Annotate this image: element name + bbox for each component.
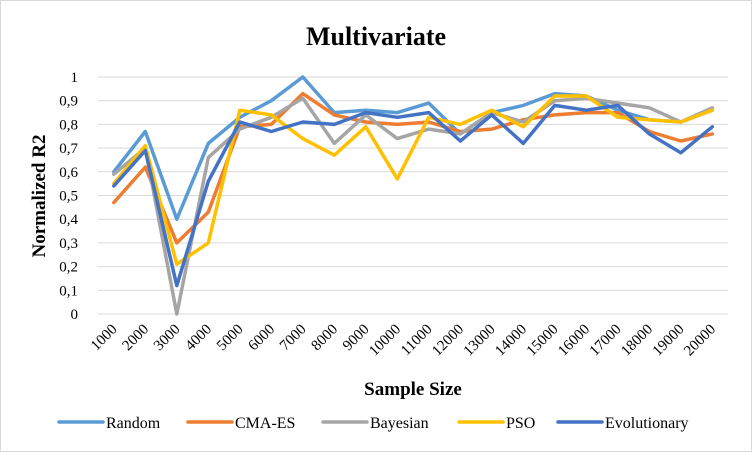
x-tick-label: 15000 bbox=[524, 322, 562, 360]
x-axis-title: Sample Size bbox=[364, 379, 462, 400]
x-tick-label: 5000 bbox=[214, 322, 247, 355]
legend: Random CMA-ES Bayesian PSO Evolutionary bbox=[57, 415, 689, 432]
legend-label-pso: PSO bbox=[506, 415, 535, 432]
y-tick-label: 0,3 bbox=[59, 236, 78, 252]
x-tick-label: 11000 bbox=[398, 322, 435, 359]
x-tick-label: 20000 bbox=[681, 322, 719, 360]
y-tick-label: 0,9 bbox=[59, 94, 78, 110]
x-tick-label: 19000 bbox=[650, 322, 688, 360]
chart-title: Multivariate bbox=[306, 22, 446, 51]
legend-label-random: Random bbox=[106, 415, 161, 432]
x-tick-label: 18000 bbox=[618, 322, 656, 360]
y-tick-label: 0 bbox=[71, 307, 79, 323]
y-tick-label: 0,8 bbox=[59, 117, 78, 133]
y-tick-label: 1 bbox=[71, 70, 79, 86]
y-axis-ticks: 0 0,1 0,2 0,3 0,4 0,5 0,6 0,7 0,8 0,9 1 bbox=[59, 70, 78, 323]
x-tick-label: 14000 bbox=[492, 322, 530, 360]
y-tick-label: 0,2 bbox=[59, 260, 78, 276]
y-tick-label: 0,6 bbox=[59, 165, 78, 181]
y-tick-label: 0,7 bbox=[59, 141, 78, 157]
x-tick-label: 3000 bbox=[151, 322, 184, 355]
x-tick-label: 12000 bbox=[429, 322, 467, 360]
x-tick-label: 4000 bbox=[183, 322, 216, 355]
x-tick-label: 7000 bbox=[277, 322, 310, 355]
y-tick-label: 0,1 bbox=[59, 283, 78, 299]
x-tick-label: 10000 bbox=[366, 322, 404, 360]
series-lines bbox=[112, 75, 715, 316]
series-line-pso bbox=[112, 94, 715, 266]
x-tick-label: 8000 bbox=[309, 322, 342, 355]
x-axis-ticks: 1000200030004000500060007000800090001000… bbox=[88, 322, 719, 360]
x-tick-label: 17000 bbox=[587, 322, 625, 360]
series-line-bayesian bbox=[112, 96, 715, 316]
x-tick-label: 1000 bbox=[88, 322, 121, 355]
legend-label-bayesian: Bayesian bbox=[370, 415, 429, 432]
y-axis-title: Normalized R2 bbox=[29, 135, 50, 258]
gridlines bbox=[98, 76, 728, 315]
x-tick-label: 2000 bbox=[120, 322, 153, 355]
series-line-evolutionary bbox=[112, 103, 715, 288]
y-tick-label: 0,4 bbox=[59, 212, 78, 228]
x-tick-label: 6000 bbox=[246, 322, 279, 355]
x-tick-label: 13000 bbox=[461, 322, 499, 360]
x-tick-label: 16000 bbox=[555, 322, 593, 360]
legend-label-evolutionary: Evolutionary bbox=[605, 415, 689, 432]
y-tick-label: 0,5 bbox=[59, 189, 78, 205]
legend-label-cma-es: CMA-ES bbox=[235, 415, 295, 432]
